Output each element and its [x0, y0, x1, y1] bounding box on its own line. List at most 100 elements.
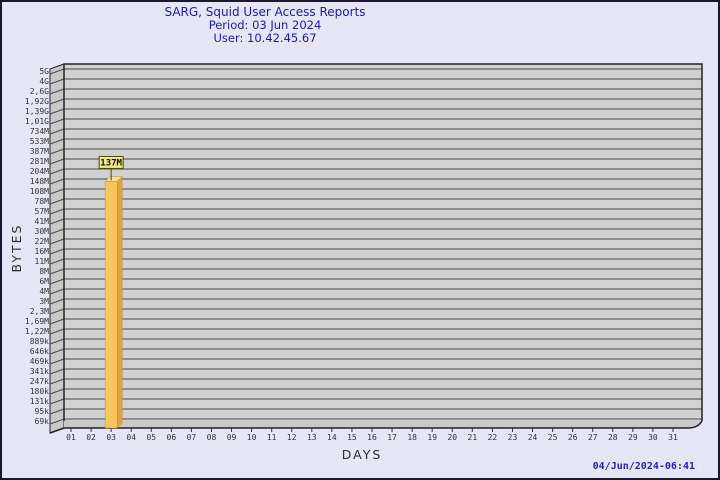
y-tick-label: 16M — [35, 247, 50, 256]
y-tick-mark — [49, 88, 65, 95]
y-tick-mark — [49, 68, 65, 75]
y-tick-mark — [49, 308, 65, 315]
y-tick-mark — [49, 168, 65, 175]
chart-header: SARG, Squid User Access Reports Period: … — [2, 6, 528, 45]
x-tick-label: 01 — [66, 433, 76, 442]
y-tick-label: 41M — [35, 217, 50, 226]
y-tick-label: 3M — [39, 297, 49, 306]
x-tick-label: 03 — [106, 433, 116, 442]
y-tick-mark — [49, 358, 65, 365]
x-tick-label: 31 — [668, 433, 678, 442]
y-tick-label: 1,39G — [25, 107, 49, 116]
y-tick-label: 4G — [39, 77, 49, 86]
chart-user: User: 10.42.45.67 — [213, 31, 317, 45]
x-tick-label: 24 — [528, 433, 538, 442]
y-tick-label: 1,92G — [25, 97, 49, 106]
plot-border — [63, 63, 703, 421]
bar-value-box — [98, 155, 124, 169]
x-axis-title: DAYS — [341, 447, 383, 462]
y-tick-mark — [49, 218, 65, 225]
x-tick-label: 30 — [648, 433, 658, 442]
generation-timestamp: 04/Jun/2024-06:41 — [592, 461, 695, 472]
x-tick-label: 15 — [347, 433, 357, 442]
x-tick-label: 23 — [508, 433, 518, 442]
bar-value-label: 137M — [100, 158, 122, 168]
x-tick-label: 04 — [126, 433, 136, 442]
y-tick-mark — [49, 278, 65, 285]
x-tick-label: 17 — [387, 433, 397, 442]
y-tick-mark — [49, 288, 65, 295]
x-tick-label: 10 — [247, 433, 257, 442]
x-tick-label: 27 — [588, 433, 598, 442]
y-tick-mark — [49, 348, 65, 355]
y-tick-label: 387M — [30, 147, 49, 156]
x-tick-label: 26 — [568, 433, 578, 442]
x-tick-label: 09 — [227, 433, 237, 442]
axis-floor-3d — [64, 421, 702, 428]
y-tick-label: 2,3M — [30, 307, 49, 316]
y-tick-label: 69k — [35, 417, 50, 426]
y-tick-mark — [49, 158, 65, 165]
y-tick-mark — [49, 148, 65, 155]
y-tick-label: 533M — [30, 137, 49, 146]
y-tick-mark — [49, 338, 65, 345]
y-tick-mark — [49, 128, 65, 135]
y-tick-label: 22M — [35, 237, 50, 246]
y-tick-label: 1,69M — [25, 317, 49, 326]
y-tick-mark — [49, 268, 65, 275]
x-tick-label: 28 — [608, 433, 618, 442]
y-tick-mark — [49, 248, 65, 255]
y-tick-label: 247k — [30, 377, 49, 386]
y-tick-label: 78M — [35, 197, 50, 206]
y-tick-mark — [49, 198, 65, 205]
x-tick-label: 14 — [327, 433, 337, 442]
y-tick-mark — [49, 178, 65, 185]
y-tick-label: 108M — [30, 187, 49, 196]
y-tick-label: 148M — [30, 177, 49, 186]
y-tick-label: 5G — [39, 67, 49, 76]
y-tick-mark — [49, 188, 65, 195]
y-tick-label: 1,22M — [25, 327, 49, 336]
y-tick-label: 646k — [30, 347, 49, 356]
y-tick-mark — [49, 138, 65, 145]
bar-side-face — [116, 175, 123, 429]
x-tick-label: 13 — [307, 433, 317, 442]
x-tick-label: 12 — [287, 433, 297, 442]
y-tick-label: 469k — [30, 357, 49, 366]
plot-area — [64, 64, 702, 421]
y-tick-label: 4M — [39, 287, 49, 296]
y-tick-label: 6M — [39, 277, 49, 286]
y-tick-mark — [49, 398, 65, 405]
y-tick-label: 281M — [30, 157, 49, 166]
x-tick-label: 02 — [86, 433, 96, 442]
y-tick-label: 95k — [35, 407, 50, 416]
y-tick-mark — [49, 328, 65, 335]
y-tick-mark — [49, 118, 65, 125]
y-tick-mark — [49, 378, 65, 385]
x-tick-label: 06 — [167, 433, 177, 442]
x-tick-label: 20 — [447, 433, 457, 442]
x-tick-label: 11 — [267, 433, 277, 442]
y-tick-label: 2,6G — [30, 87, 49, 96]
y-tick-mark — [49, 298, 65, 305]
y-tick-label: 11M — [35, 257, 50, 266]
y-tick-label: 734M — [30, 127, 49, 136]
x-tick-label: 07 — [187, 433, 197, 442]
y-tick-mark — [49, 98, 65, 105]
bar — [104, 181, 118, 429]
x-tick-label: 05 — [146, 433, 156, 442]
y-tick-label: 204M — [30, 167, 49, 176]
x-tick-label: 18 — [407, 433, 417, 442]
x-tick-label: 21 — [468, 433, 478, 442]
x-tick-label: 16 — [367, 433, 377, 442]
y-tick-mark — [49, 208, 65, 215]
y-tick-mark — [49, 228, 65, 235]
y-tick-label: 180k — [30, 387, 49, 396]
y-tick-mark — [49, 318, 65, 325]
chart-period: Period: 03 Jun 2024 — [208, 18, 322, 32]
y-tick-label: 30M — [35, 227, 50, 236]
y-tick-label: 341k — [30, 367, 49, 376]
y-tick-mark — [49, 368, 65, 375]
